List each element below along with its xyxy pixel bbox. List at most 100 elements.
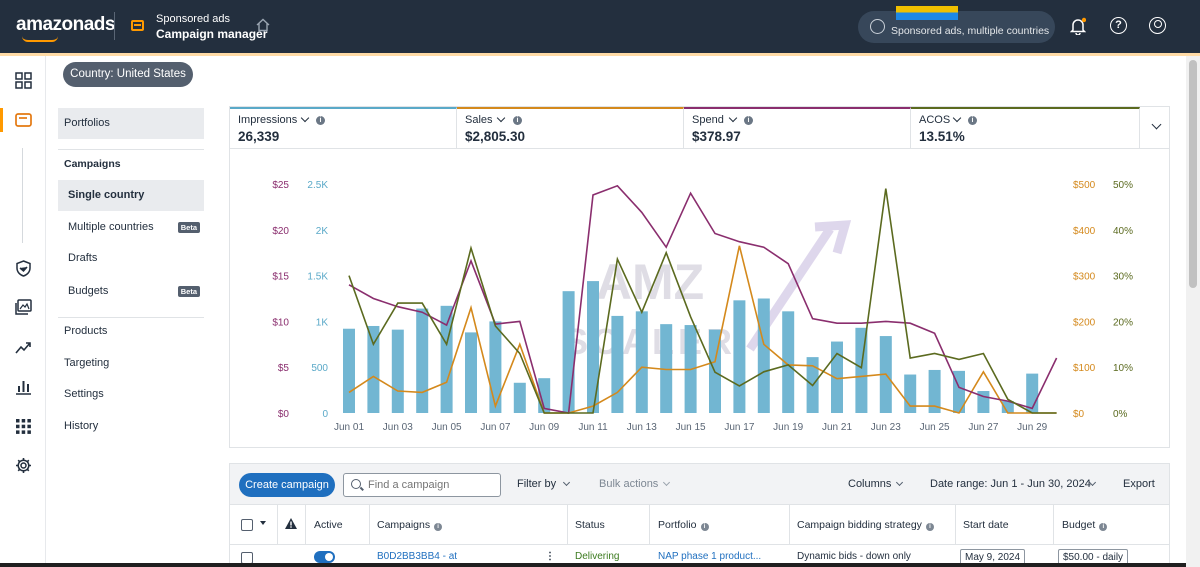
header-accent-line	[0, 53, 1200, 56]
filter-by-dropdown[interactable]: Filter by	[517, 478, 557, 490]
amazon-ads-logo[interactable]: amazonads	[16, 14, 115, 42]
nav-products[interactable]: Products	[64, 325, 108, 337]
home-icon[interactable]	[256, 18, 270, 32]
x-tick-label: Jun 01	[334, 422, 364, 433]
nav-campaigns-header[interactable]: Campaigns	[64, 158, 121, 170]
header-portfolio[interactable]: Portfolio i	[658, 519, 709, 531]
bar-impressions	[635, 311, 648, 413]
column-divider	[369, 505, 370, 545]
bar-impressions	[562, 291, 575, 413]
bulk-actions-dropdown[interactable]: Bulk actions	[599, 478, 659, 490]
bar-impressions	[465, 332, 477, 413]
series-line-spend	[348, 184, 1058, 414]
select-all-checkbox[interactable]	[241, 519, 253, 531]
nav-portfolios[interactable]: Portfolios	[58, 108, 204, 139]
metric-impressions[interactable]: Impressions i 26,339	[230, 107, 457, 149]
nav-single-country[interactable]: Single country	[58, 180, 204, 211]
tick-label-spend: $0	[278, 409, 290, 420]
x-tick-label: Jun 17	[724, 422, 754, 433]
bar-impressions	[831, 341, 843, 413]
header-start-date[interactable]: Start date	[963, 519, 1009, 531]
nav-settings[interactable]: Settings	[64, 388, 104, 400]
date-range-dropdown[interactable]: Date range: Jun 1 - Jun 30, 2024	[930, 478, 1091, 490]
export-button[interactable]: Export	[1123, 478, 1155, 490]
globe-icon	[870, 19, 885, 34]
header-status[interactable]: Status	[575, 519, 605, 531]
info-icon[interactable]: i	[1099, 523, 1108, 531]
nav-drafts[interactable]: Drafts	[68, 252, 98, 264]
creative-assets-icon[interactable]	[15, 299, 32, 316]
info-icon[interactable]: i	[434, 523, 443, 531]
info-icon[interactable]: i	[925, 523, 934, 531]
chevron-down-icon[interactable]	[300, 113, 310, 123]
nav-multiple-countries[interactable]: Multiple countries Beta	[58, 212, 204, 243]
campaign-manager-icon[interactable]	[15, 112, 32, 129]
nav-budgets[interactable]: Budgets Beta	[58, 276, 204, 307]
product-title[interactable]: Campaign manager	[156, 27, 268, 41]
create-campaign-button[interactable]: Create campaign	[239, 473, 335, 497]
metric-acos[interactable]: ACOS i 13.51%	[911, 107, 1140, 149]
header-campaigns[interactable]: Campaigns i	[377, 519, 443, 531]
metric-label: Spend	[692, 114, 724, 126]
table-row[interactable]: B0D2BB3BB4 - at ⋮ Delivering NAP phase 1…	[229, 545, 1170, 567]
search-icon	[351, 479, 361, 489]
column-divider	[955, 505, 956, 545]
metric-sales[interactable]: Sales i $2,805.30	[457, 107, 684, 149]
tick-label-acos: 30%	[1113, 272, 1133, 283]
tick-label-acos: 0%	[1113, 409, 1128, 420]
chevron-down-icon[interactable]	[496, 113, 506, 123]
country-selector[interactable]: Country: United States	[63, 62, 193, 87]
nav-history[interactable]: History	[64, 420, 99, 432]
reports-icon[interactable]	[15, 378, 32, 395]
campaign-name-link[interactable]: B0D2BB3BB4 - at	[377, 551, 458, 562]
beta-badge: Beta	[177, 286, 200, 297]
x-tick-label: Jun 25	[920, 422, 950, 433]
campaign-table-header: Active Campaigns i Status Portfolio i Camp…	[229, 505, 1170, 545]
chevron-down-icon[interactable]	[562, 478, 571, 487]
x-tick-label: Jun 07	[480, 422, 510, 433]
brand-safety-icon[interactable]	[15, 260, 32, 277]
column-divider	[567, 505, 568, 545]
active-toggle[interactable]	[314, 551, 335, 563]
user-icon[interactable]	[1149, 17, 1166, 34]
trend-icon[interactable]	[15, 339, 32, 356]
page-scrollbar[interactable]	[1186, 56, 1200, 567]
info-icon[interactable]: i	[316, 116, 325, 125]
info-icon[interactable]: i	[513, 116, 522, 125]
info-icon[interactable]: i	[700, 523, 709, 531]
bell-icon[interactable]	[1070, 17, 1086, 35]
account-selector[interactable]: Sponsored ads, multiple countries	[858, 6, 1055, 43]
tick-label-spend: $15	[272, 272, 289, 283]
chevron-down-icon[interactable]	[952, 113, 962, 123]
info-icon[interactable]: i	[744, 116, 753, 125]
nav-targeting[interactable]: Targeting	[64, 357, 110, 369]
header-active[interactable]: Active	[314, 519, 343, 531]
tick-label-acos: 40%	[1113, 226, 1133, 237]
bidding-strategy-text[interactable]: Dynamic bids - down only	[797, 551, 911, 562]
tick-label-sales: $500	[1073, 180, 1096, 191]
apps-grid-icon[interactable]	[15, 418, 32, 435]
chevron-down-icon[interactable]	[895, 478, 904, 487]
dashboard-icon[interactable]	[15, 72, 32, 89]
x-tick-label: Jun 15	[676, 422, 706, 433]
header-budget[interactable]: Budget i	[1062, 519, 1108, 531]
bar-impressions	[440, 305, 453, 413]
info-icon[interactable]: i	[968, 116, 977, 125]
header-bidding-strategy[interactable]: Campaign bidding strategy i	[797, 519, 934, 531]
settings-gear-icon[interactable]	[15, 457, 32, 474]
bar-impressions	[391, 329, 404, 413]
scrollbar-thumb[interactable]	[1189, 60, 1197, 288]
columns-dropdown[interactable]: Columns	[848, 478, 892, 490]
chevron-down-icon[interactable]	[728, 113, 738, 123]
caret-down-icon[interactable]	[260, 521, 266, 528]
portfolio-link[interactable]: NAP phase 1 product...	[658, 551, 762, 562]
row-more-options-icon[interactable]: ⋮	[545, 551, 555, 562]
bar-impressions	[611, 315, 624, 413]
sponsored-ads-icon	[131, 20, 144, 31]
chevron-down-icon[interactable]	[662, 478, 671, 487]
find-campaign-input[interactable]	[343, 473, 501, 497]
help-icon[interactable]: ?	[1110, 17, 1127, 34]
expand-chevron-icon[interactable]	[1151, 119, 1162, 130]
metric-spend[interactable]: Spend i $378.97	[684, 107, 911, 149]
tick-label-acos: 50%	[1113, 180, 1133, 191]
